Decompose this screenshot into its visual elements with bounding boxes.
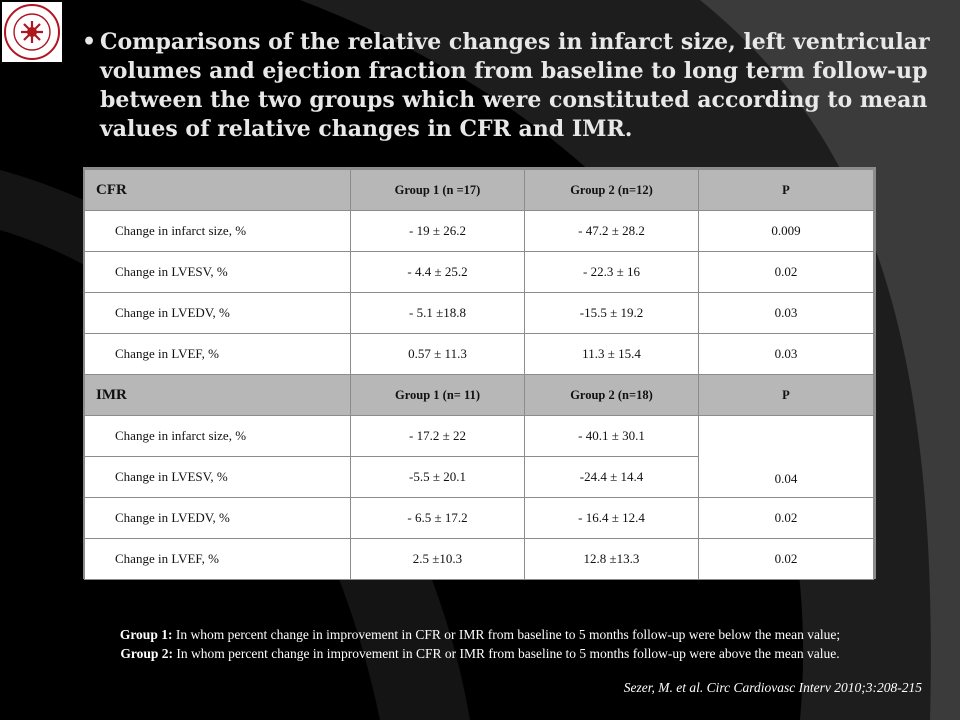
bullet-text: Comparisons of the relative changes in i… (100, 29, 930, 142)
table-cell: 0.02 (698, 251, 874, 293)
table-cell: 0.009 (698, 210, 874, 252)
table-row: Change in LVEF, % 2.5 ±10.3 12.8 ±13.3 0… (84, 538, 874, 580)
row-label: Change in LVEF, % (84, 538, 351, 580)
results-table: CFR Group 1 (n =17) Group 2 (n=12) P Cha… (84, 169, 874, 580)
table-cell: - 17.2 ± 22 (350, 415, 525, 457)
table-cell: - 16.4 ± 12.4 (524, 497, 699, 539)
row-label: Change in LVEDV, % (84, 292, 351, 334)
table-header-row: IMR Group 1 (n= 11) Group 2 (n=18) P (84, 374, 874, 416)
table-cell: 0.03 (698, 292, 874, 334)
table-cell: 11.3 ± 15.4 (524, 333, 699, 375)
bullet-dot-icon: • (82, 29, 97, 55)
table-cell: 2.5 ±10.3 (350, 538, 525, 580)
table-header-row: CFR Group 1 (n =17) Group 2 (n=12) P (84, 169, 874, 211)
table-cell: - 5.1 ±18.8 (350, 292, 525, 334)
table-row: Change in LVEDV, % - 6.5 ± 17.2 - 16.4 ±… (84, 497, 874, 539)
table-cell: - 47.2 ± 28.2 (524, 210, 699, 252)
table-cell: - 19 ± 26.2 (350, 210, 525, 252)
header-cell: Group 1 (n =17) (350, 169, 525, 211)
bullet-point: • Comparisons of the relative changes in… (82, 28, 932, 144)
table-cell: -24.4 ± 14.4 (524, 456, 699, 498)
row-label: Change in LVESV, % (84, 251, 351, 293)
table-cell: 12.8 ±13.3 (524, 538, 699, 580)
table-cell: - 4.4 ± 25.2 (350, 251, 525, 293)
table-cell: -5.5 ± 20.1 (350, 456, 525, 498)
table-row: Change in infarct size, % - 17.2 ± 22 - … (84, 415, 874, 498)
row-label: Change in infarct size, % (84, 415, 351, 457)
row-label: Change in infarct size, % (84, 210, 351, 252)
footnote-group-2: Group 2: In whom percent change in impro… (14, 644, 946, 663)
footnote-group-1-text: In whom percent change in improvement in… (172, 627, 841, 642)
footnote: Group 1: In whom percent change in impro… (14, 625, 946, 663)
footnote-group-2-text: In whom percent change in improvement in… (173, 646, 840, 661)
footnote-group-1-label: Group 1: (119, 627, 173, 642)
header-cell: Group 2 (n=12) (524, 169, 699, 211)
table-cell: - 22.3 ± 16 (524, 251, 699, 293)
header-cell: Group 2 (n=18) (524, 374, 699, 416)
table-row: Change in LVESV, % -5.5 ± 20.1 -24.4 ± 1… (84, 456, 874, 498)
table-cell: 0.02 (698, 497, 874, 539)
footnote-group-2-label: Group 2: (120, 646, 174, 661)
table-cell: 0.02 (698, 538, 874, 580)
table-cell: 0.57 ± 11.3 (350, 333, 525, 375)
citation: Sezer, M. et al. Circ Cardiovasc Interv … (623, 680, 922, 695)
table-row: Change in infarct size, % - 19 ± 26.2 - … (84, 210, 874, 252)
row-label: Change in LVEF, % (84, 333, 351, 375)
header-cell: Group 1 (n= 11) (350, 374, 525, 416)
header-cell: CFR (84, 169, 351, 211)
table-cell: -15.5 ± 19.2 (524, 292, 699, 334)
header-cell: P (698, 374, 874, 416)
table-row: Change in LVEDV, % - 5.1 ±18.8 -15.5 ± 1… (84, 292, 874, 334)
header-cell: P (698, 169, 874, 211)
table-cell: - 40.1 ± 30.1 (524, 415, 699, 457)
row-label: Change in LVEDV, % (84, 497, 351, 539)
table-cell: - 6.5 ± 17.2 (350, 497, 525, 539)
table-row: Change in LVESV, % - 4.4 ± 25.2 - 22.3 ±… (84, 251, 874, 293)
university-seal-logo (2, 2, 62, 62)
footnote-group-1: Group 1: In whom percent change in impro… (14, 625, 946, 644)
header-cell: IMR (84, 374, 351, 416)
table-cell: 0.03 (698, 333, 874, 375)
table-row: Change in LVEF, % 0.57 ± 11.3 11.3 ± 15.… (84, 333, 874, 375)
table-cell: 0.04 (698, 415, 874, 498)
row-label: Change in LVESV, % (84, 456, 351, 498)
